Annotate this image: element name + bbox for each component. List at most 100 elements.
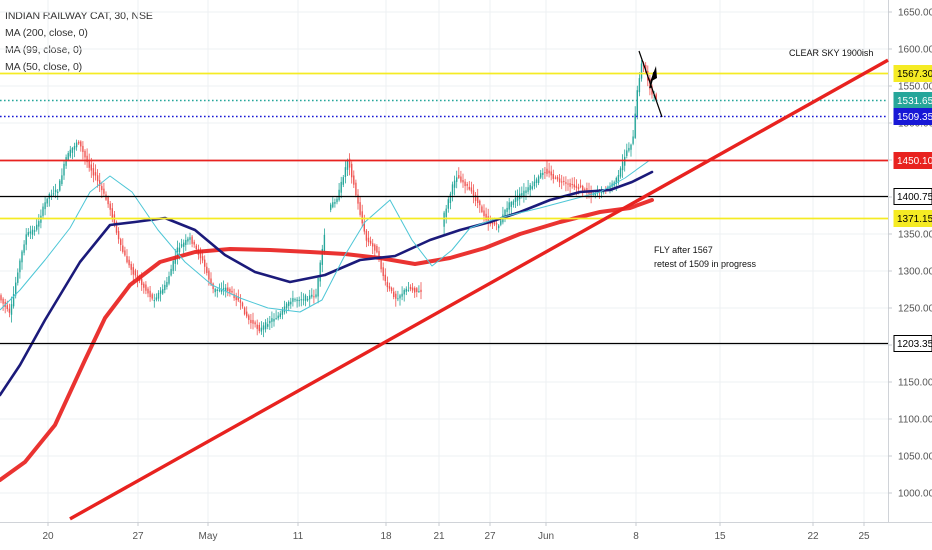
y-tick-label: 1150.00 (898, 378, 932, 389)
candle-body (376, 245, 378, 253)
candle-body (199, 251, 202, 259)
candle-body (2, 298, 4, 304)
candle-body (65, 157, 67, 166)
candle-body (241, 302, 244, 307)
candle-body (582, 186, 584, 191)
candle-body (233, 294, 235, 299)
candle-body (159, 290, 162, 294)
candle-body (353, 175, 355, 185)
candle-body (487, 216, 489, 224)
candle-body (374, 244, 376, 251)
candle-body (651, 86, 653, 95)
x-tick-label: 27 (484, 531, 496, 542)
candle-body (254, 322, 256, 325)
candle-body (25, 234, 27, 245)
x-tick-label: 15 (714, 531, 726, 542)
legend-ma-50[interactable]: MA (50, close, 0) (5, 61, 83, 73)
candle-body (449, 193, 452, 203)
ma-200-line (0, 198, 654, 482)
candle-body (71, 147, 74, 153)
candle-body (145, 284, 147, 291)
candle-body (407, 289, 410, 291)
candle-body (474, 194, 477, 201)
candle-body (290, 301, 292, 305)
candle-body (246, 311, 248, 317)
candle-body (147, 288, 149, 294)
candle-body (542, 172, 544, 175)
candle-body (390, 287, 393, 291)
price-tag-text: 1450.10 (897, 156, 932, 167)
candle-body (267, 324, 269, 327)
candle-body (86, 155, 88, 163)
candle-body (556, 176, 559, 180)
x-axis[interactable]: 20 27 May 11 18 21 27 Jun 8 15 22 25 (42, 522, 870, 542)
candle-body (491, 222, 494, 225)
candle-body (365, 230, 368, 241)
candle-body (416, 288, 418, 292)
candle-body (90, 164, 92, 171)
candle-body (36, 224, 38, 230)
candle-body (575, 185, 578, 188)
candle-body (378, 251, 380, 259)
candle-body (462, 179, 464, 183)
candle-body (128, 259, 130, 266)
candle-body (75, 142, 78, 148)
candle-body (130, 263, 132, 270)
candle-body (124, 250, 126, 256)
candle-body (52, 193, 55, 195)
candle-body (544, 172, 546, 174)
candle-body (512, 201, 515, 205)
candle-body (344, 167, 347, 178)
uptrend-line[interactable] (69, 58, 889, 521)
candle-body (273, 318, 275, 322)
candle-body (59, 180, 61, 191)
candle-body (208, 270, 210, 280)
candle-body (187, 238, 189, 242)
trendline-layer (69, 58, 889, 521)
candle-body (176, 247, 179, 257)
candle-body (27, 232, 29, 236)
candle-body (380, 257, 382, 270)
candle-body (456, 177, 458, 182)
candle-body (212, 283, 214, 290)
candle-body (598, 192, 601, 194)
price-tag-text: 1203.35 (897, 339, 932, 350)
legend-title[interactable]: INDIAN RAILWAY CAT, 30, NSE (5, 10, 153, 22)
candle-body (57, 191, 59, 194)
candle-body (153, 300, 155, 302)
legend-ma-99[interactable]: MA (99, close, 0) (5, 44, 83, 56)
candle-body (80, 141, 82, 147)
candle-body (405, 288, 407, 292)
annotation-clear-sky: CLEAR SKY 1900ish (789, 48, 873, 58)
x-tick-label: 20 (42, 531, 54, 542)
candle-body (514, 197, 517, 202)
candle-body (54, 189, 57, 193)
candle-body (609, 185, 611, 191)
legend-ma-200[interactable]: MA (200, close, 0) (5, 27, 88, 39)
candle-body (590, 191, 592, 196)
candle-body (109, 203, 111, 210)
candle-body (204, 259, 206, 267)
candle-body (632, 136, 634, 144)
candle-body (655, 94, 657, 100)
candle-body (94, 172, 97, 176)
candle-body (166, 282, 168, 287)
x-tick-label: 11 (293, 531, 304, 542)
candle-body (111, 208, 113, 219)
candle-body (498, 225, 500, 229)
candle-body (382, 267, 384, 277)
candle-body (640, 63, 643, 79)
x-tick-label: 22 (807, 531, 819, 542)
candle-body (317, 278, 319, 297)
candle-body (315, 294, 317, 297)
candle-body (115, 221, 118, 233)
chart-legend: INDIAN RAILWAY CAT, 30, NSE MA (200, clo… (5, 8, 153, 76)
candle-body (231, 290, 233, 293)
candle-body (584, 189, 586, 191)
candle-body (319, 262, 321, 282)
y-tick-label: 1000.00 (898, 489, 932, 500)
candle-body (277, 315, 279, 319)
candle-body (275, 318, 277, 320)
candle-body (357, 194, 359, 204)
